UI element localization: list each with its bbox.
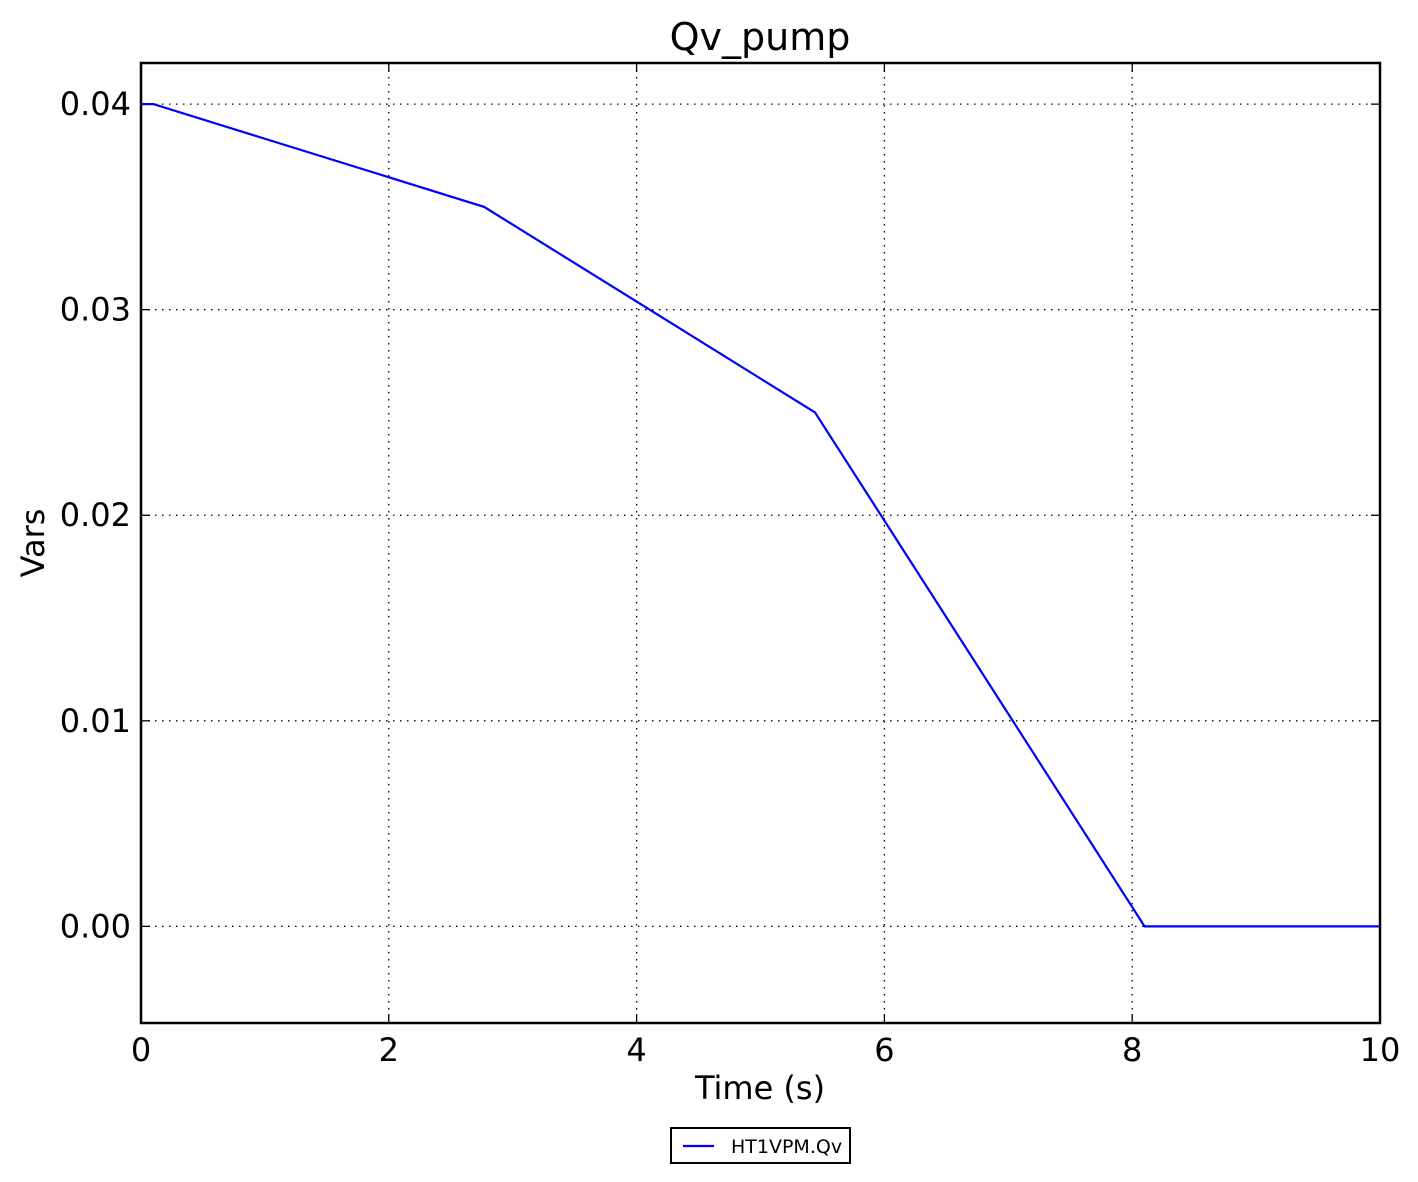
x-axis-label: Time (s) <box>694 1069 825 1107</box>
x-tick-label: 10 <box>1360 1031 1401 1069</box>
x-tick-label: 8 <box>1122 1031 1142 1069</box>
y-tick-label: 0.00 <box>60 907 131 945</box>
legend: HT1VPM.Qv <box>670 1127 851 1164</box>
tick-labels: 0 2 4 6 8 10 0.00 0.01 0.02 0.03 0.04 <box>60 85 1401 1069</box>
x-tick-label: 0 <box>131 1031 151 1069</box>
y-tick-label: 0.02 <box>60 496 131 534</box>
x-tick-label: 2 <box>379 1031 399 1069</box>
legend-label: HT1VPM.Qv <box>731 1136 842 1158</box>
y-axis-label: Vars <box>14 509 52 578</box>
series-layer <box>141 103 1380 928</box>
y-tick-label: 0.01 <box>60 702 131 740</box>
x-tick-label: 6 <box>874 1031 894 1069</box>
y-tick-label: 0.03 <box>60 291 131 329</box>
x-tick-label: 4 <box>626 1031 646 1069</box>
plot-frame <box>139 61 1382 1025</box>
series-line <box>141 103 1380 928</box>
chart-title: Qv_pump <box>670 15 851 59</box>
y-tick-label: 0.04 <box>60 85 131 123</box>
